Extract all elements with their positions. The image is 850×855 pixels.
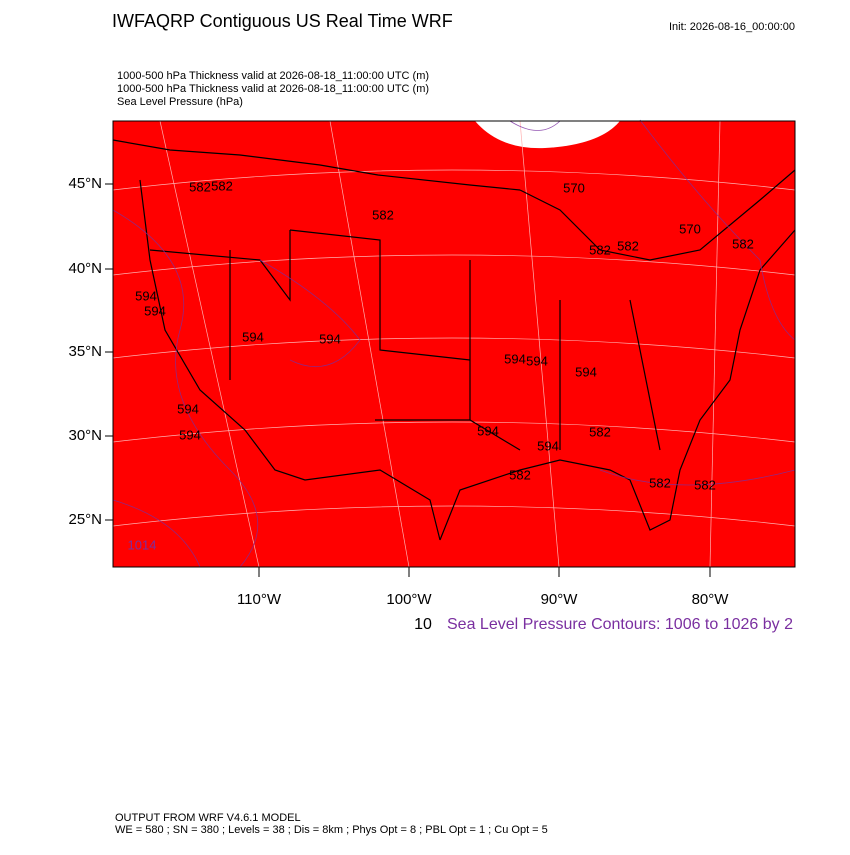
contour-label: 594 bbox=[319, 331, 341, 346]
lon-label: 90°W bbox=[541, 591, 579, 608]
pressure-contours bbox=[112, 119, 796, 568]
contour-label: 594 bbox=[177, 401, 199, 416]
lat-label: 40°N bbox=[68, 260, 102, 277]
contour-label: 582 bbox=[189, 179, 211, 194]
contour-label: 594 bbox=[537, 438, 559, 453]
contour-label: 594 bbox=[179, 427, 201, 442]
contour-label: 582 bbox=[649, 475, 671, 490]
contour-label: 582 bbox=[509, 467, 531, 482]
field-label: 1000-500 hPa Thickness valid at 2026-08-… bbox=[117, 83, 429, 95]
lat-label: 35°N bbox=[68, 343, 102, 360]
contour-label: 594 bbox=[504, 351, 526, 366]
contour-label: 582 bbox=[211, 178, 233, 193]
contour-label: 570 bbox=[563, 180, 585, 195]
map-frame bbox=[112, 120, 796, 568]
title: IWFAQRP Contiguous US Real Time WRF bbox=[112, 11, 453, 31]
lon-label: 100°W bbox=[386, 591, 432, 608]
contour-label: 582 bbox=[589, 424, 611, 439]
contour-label: 582 bbox=[732, 236, 754, 251]
contour-label: 570 bbox=[679, 221, 701, 236]
contour-label: 594 bbox=[575, 364, 597, 379]
lon-label: 110°W bbox=[237, 591, 282, 608]
contour-label: 582 bbox=[589, 242, 611, 257]
footer-config: WE = 580 ; SN = 380 ; Levels = 38 ; Dis … bbox=[115, 824, 548, 836]
lat-label: 25°N bbox=[68, 511, 102, 528]
field-label: Sea Level Pressure (hPa) bbox=[117, 96, 243, 108]
contour-label: 594 bbox=[144, 303, 166, 318]
field-label: 1000-500 hPa Thickness valid at 2026-08-… bbox=[117, 70, 429, 82]
no-data bbox=[475, 121, 620, 149]
borders bbox=[112, 139, 796, 541]
contour-label: 594 bbox=[242, 329, 264, 344]
lat-label: 30°N bbox=[68, 427, 102, 444]
footer-model: OUTPUT FROM WRF V4.6.1 MODEL bbox=[115, 812, 301, 824]
init-time: Init: 2026-08-16_00:00:00 bbox=[669, 21, 795, 33]
pressure-legend: Sea Level Pressure Contours: 1006 to 102… bbox=[447, 616, 793, 633]
lat-label: 45°N bbox=[68, 175, 102, 192]
contour-label: 582 bbox=[617, 238, 639, 253]
map-fill bbox=[113, 121, 795, 567]
thickness-legend: 10 bbox=[414, 616, 432, 633]
graticule bbox=[112, 120, 796, 568]
contour-label: 1014 bbox=[128, 537, 157, 552]
lon-label: 80°W bbox=[692, 591, 730, 608]
contour-label: 582 bbox=[372, 207, 394, 222]
contour-label: 594 bbox=[526, 353, 548, 368]
contour-label: 582 bbox=[694, 477, 716, 492]
map bbox=[112, 119, 796, 568]
contour-label: 594 bbox=[477, 423, 499, 438]
contour-label: 594 bbox=[135, 288, 157, 303]
